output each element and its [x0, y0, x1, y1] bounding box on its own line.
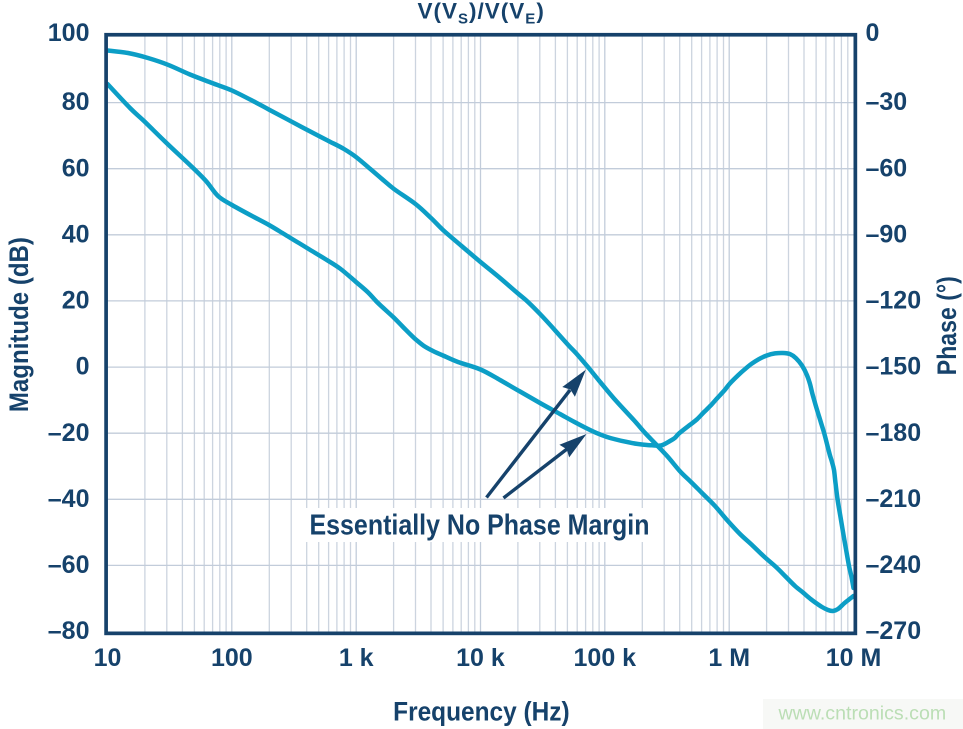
svg-text:–150: –150: [866, 353, 922, 381]
svg-text:10 k: 10 k: [456, 644, 505, 672]
svg-text:–180: –180: [866, 419, 922, 447]
svg-text:0: 0: [866, 19, 880, 47]
svg-text:–270: –270: [866, 617, 922, 645]
svg-text:www.cntronics.com: www.cntronics.com: [778, 703, 947, 725]
svg-text:Phase (°): Phase (°): [932, 276, 962, 375]
svg-text:100: 100: [48, 19, 90, 47]
svg-text:–60: –60: [866, 154, 908, 182]
svg-text:–120: –120: [866, 287, 922, 315]
svg-text:100 k: 100 k: [574, 644, 637, 672]
svg-text:–40: –40: [48, 485, 90, 513]
svg-text:Frequency (Hz): Frequency (Hz): [393, 697, 570, 727]
svg-text:–60: –60: [48, 551, 90, 579]
svg-text:0: 0: [76, 353, 90, 381]
svg-text:Essentially No Phase Margin: Essentially No Phase Margin: [310, 510, 650, 542]
svg-text:100: 100: [211, 644, 253, 672]
svg-text:80: 80: [62, 88, 90, 116]
svg-text:1 k: 1 k: [339, 644, 374, 672]
svg-text:–80: –80: [48, 617, 90, 645]
svg-text:40: 40: [62, 220, 90, 248]
svg-text:V(VS)/V(VE): V(VS)/V(VE): [418, 0, 545, 28]
svg-text:–90: –90: [866, 220, 908, 248]
svg-text:10 M: 10 M: [826, 644, 882, 672]
svg-text:1 M: 1 M: [708, 644, 750, 672]
svg-text:10: 10: [94, 644, 122, 672]
svg-text:–20: –20: [48, 419, 90, 447]
svg-text:–210: –210: [866, 485, 922, 513]
svg-text:Magnitude (dB): Magnitude (dB): [4, 237, 34, 412]
svg-text:60: 60: [62, 154, 90, 182]
svg-text:–30: –30: [866, 88, 908, 116]
svg-text:–240: –240: [866, 551, 922, 579]
svg-text:20: 20: [62, 287, 90, 315]
